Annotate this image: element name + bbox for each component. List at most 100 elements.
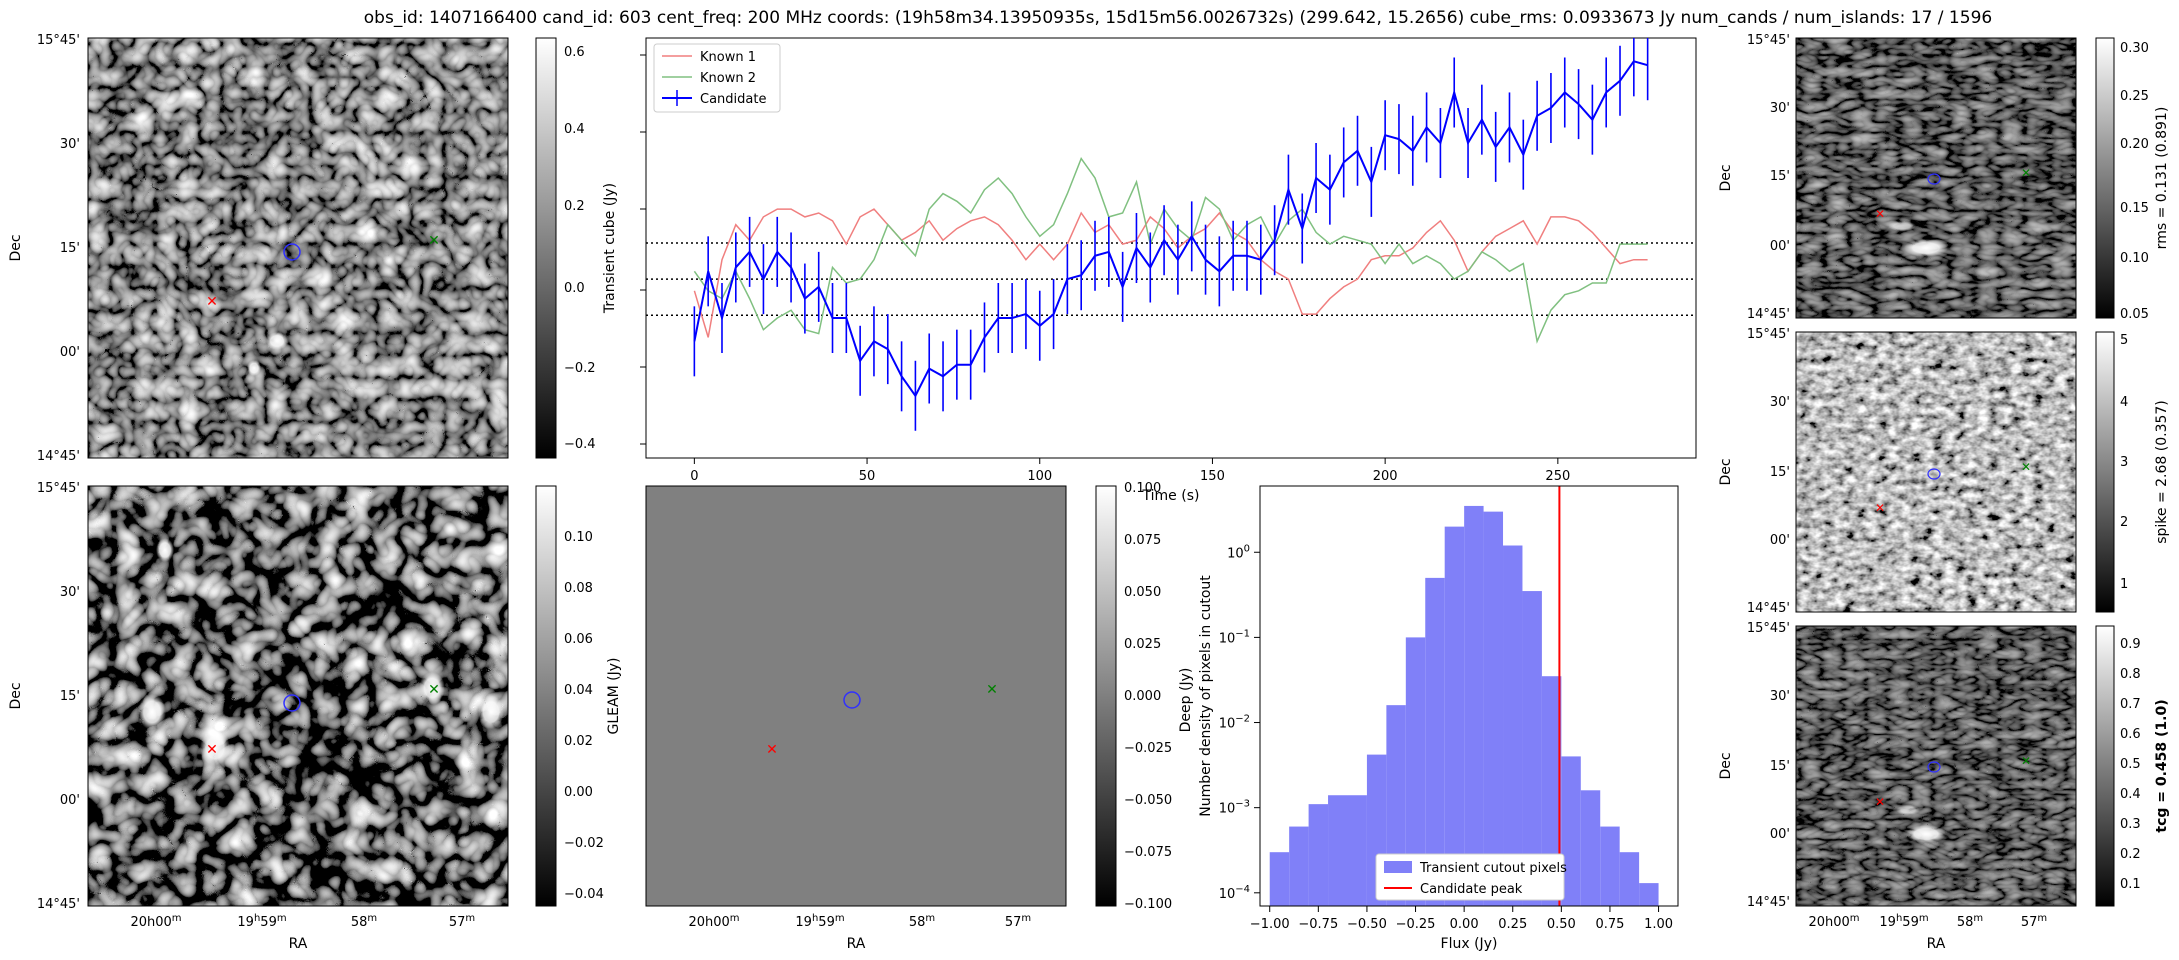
colorbar-tick: −0.04 [564, 887, 604, 902]
candidate-contour [1927, 468, 1941, 480]
deep-dec-tick: 15' [60, 689, 80, 704]
gleam-image [645, 485, 1067, 907]
tcg-ra-tick: 57m [2021, 913, 2047, 930]
deep-colorbar-ticks: 0.10 0.08 0.06 0.04 0.02 0.00 −0.02 −0.0… [564, 530, 604, 902]
y-tick-label: 100 [1227, 543, 1250, 561]
rms-dec-tick: 15' [1770, 169, 1790, 184]
colorbar-tick: 0.3 [2120, 817, 2141, 832]
colorbar-tick: 0.2 [564, 199, 585, 214]
deep-ra-tick: 20h00m [130, 913, 181, 930]
rms-colorbar-label: rms = 0.131 (0.891) [2154, 107, 2170, 250]
x-tick-label: −1.00 [1250, 917, 1290, 932]
colorbar-tick: 0.100 [1124, 481, 1161, 496]
figure-title: obs_id: 1407166400 cand_id: 603 cent_fre… [364, 8, 1992, 28]
rms-dec-tick: 14°45' [1747, 307, 1790, 322]
x-tick-label: 1.00 [1644, 917, 1673, 932]
known1-marker: ✕ [766, 742, 778, 758]
colorbar-tick: 0.15 [2120, 201, 2149, 216]
colorbar-tick: 4 [2120, 395, 2128, 410]
tcg-colorbar-label: tcg = 0.458 (1.0) [2154, 699, 2170, 832]
transient-dec-tick: 00' [60, 345, 80, 360]
x-tick-label: 250 [1545, 469, 1570, 484]
histogram-bar [1580, 790, 1601, 906]
tcg-colorbar [2095, 625, 2115, 907]
lightcurve-x-ticks: 0 50 100 150 200 250 [690, 458, 1570, 484]
spike-image [1796, 332, 2076, 612]
colorbar-tick: −0.100 [1124, 897, 1172, 912]
histogram-bar [1405, 637, 1426, 906]
series-line-candidate [693, 60, 1648, 398]
deep-dec-tick: 15°45' [37, 481, 80, 496]
legend-known2-label: Known 2 [700, 71, 756, 86]
colorbar-tick: 0.4 [564, 122, 585, 137]
tcg-ylabel: Dec [1718, 752, 1734, 779]
deep-dec-tick: 14°45' [37, 897, 80, 912]
histogram-bar [1269, 852, 1290, 906]
x-tick-label: 200 [1373, 469, 1398, 484]
colorbar-tick: 0.02 [564, 734, 593, 749]
colorbar-tick: 0.05 [2120, 307, 2149, 322]
y-tick-label: 10−1 [1219, 628, 1250, 646]
histogram-ylabel: Number density of pixels in cutout [1198, 575, 1214, 817]
histogram-bar [1561, 756, 1581, 906]
legend-hist-label: Transient cutout pixels [1419, 861, 1567, 876]
deep-source [156, 538, 174, 562]
transient-dec-tick: 15°45' [37, 33, 80, 48]
histogram-bar [1464, 505, 1484, 906]
candidate-contour [283, 243, 301, 261]
rms-bright-feature [1888, 221, 1916, 231]
tcg-panel: ✕ ✕ 15°45' 30' 15' 00' 14°45' Dec 20h00m… [1718, 621, 2170, 952]
colorbar-tick: 0.8 [2120, 667, 2141, 682]
known2-marker: ✕ [2021, 460, 2031, 474]
transient-ylabel: Dec [8, 234, 24, 261]
lightcurve-y-ticks [640, 54, 646, 445]
colorbar-tick: 0.5 [2120, 757, 2141, 772]
tcg-dec-tick: 30' [1770, 689, 1790, 704]
x-tick-label: 150 [1200, 469, 1225, 484]
series-line-known-2 [693, 157, 1648, 344]
transient-bright-blob-2 [247, 360, 261, 376]
colorbar-tick: 0.7 [2120, 697, 2141, 712]
colorbar-tick: 0.10 [2120, 251, 2149, 266]
tcg-bright-feature [1906, 825, 1946, 843]
colorbar-tick: 5 [2120, 333, 2128, 348]
histogram-bar [1308, 804, 1329, 906]
gleam-ra-tick: 19h59m [795, 913, 844, 930]
gleam-ra-tick: 58m [909, 913, 935, 930]
transient-cube-panel: ✕ ✕ 15°45' 30' 15' 00' 14°45' Dec 0.6 0.… [8, 33, 618, 464]
colorbar-tick: −0.075 [1124, 845, 1172, 860]
colorbar-tick: 3 [2120, 455, 2128, 470]
x-tick-label: 0.50 [1547, 917, 1576, 932]
histogram-bar [1425, 577, 1445, 906]
histogram-bar [1328, 795, 1348, 906]
histogram-x-ticks: −1.00 −0.75 −0.50 −0.25 0.00 0.25 0.50 0.75 1.00 [1250, 906, 1673, 932]
x-tick-label: −0.25 [1396, 917, 1436, 932]
y-tick-label: 10−3 [1219, 799, 1250, 817]
known2-marker: ✕ [986, 682, 998, 698]
tcg-bright-feature [1896, 805, 1920, 815]
spike-dec-tick: 00' [1770, 533, 1790, 548]
colorbar-tick: 0.6 [564, 45, 585, 60]
known1-marker: ✕ [206, 294, 218, 310]
legend-hist-swatch [1384, 861, 1412, 873]
colorbar-tick: 0.4 [2120, 787, 2141, 802]
deep-ra-tick: 19h59m [237, 913, 286, 930]
colorbar-tick: 0.04 [564, 683, 593, 698]
colorbar-tick: 0.30 [2120, 41, 2149, 56]
x-tick-label: 0.25 [1498, 917, 1527, 932]
tcg-ra-tick: 58m [1957, 913, 1983, 930]
transient-frame [87, 37, 509, 459]
spike-ylabel: Dec [1718, 458, 1734, 485]
histogram-bar [1522, 591, 1542, 906]
x-tick-label: −0.75 [1298, 917, 1338, 932]
colorbar-tick: 0.0 [564, 281, 585, 296]
deep-ylabel: Dec [8, 682, 24, 709]
gleam-ra-tick: 57m [1005, 913, 1031, 930]
transient-colorbar-label: Transient cube (Jy) [602, 183, 618, 314]
colorbar-tick: 0.06 [564, 632, 593, 647]
legend-candidate-label: Candidate [700, 92, 766, 107]
colorbar-tick: −0.050 [1124, 793, 1172, 808]
series-line-known-1 [693, 208, 1648, 338]
deep-frame [87, 485, 509, 907]
